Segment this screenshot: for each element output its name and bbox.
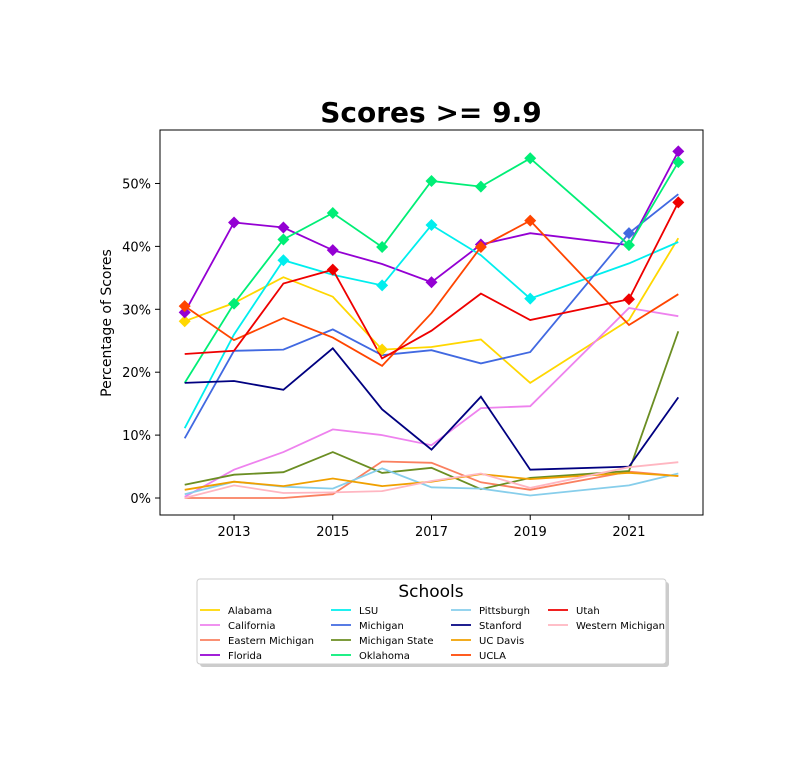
series-line-oklahoma — [183, 157, 680, 384]
legend-item-eastern-michigan: Eastern Michigan — [200, 636, 314, 647]
data-point-utah — [672, 196, 685, 209]
data-point-lsu — [277, 254, 290, 267]
x-tick-label: 2021 — [612, 525, 645, 540]
legend-label: Utah — [576, 606, 600, 617]
data-point-oklahoma — [326, 207, 339, 220]
data-point-oklahoma — [474, 180, 487, 193]
data-point-ucla — [178, 300, 191, 313]
legend-label: LSU — [359, 606, 378, 617]
legend-label: Michigan State — [359, 636, 433, 647]
y-tick-label: 20% — [122, 366, 151, 381]
chart-title: Scores >= 9.9 — [320, 96, 541, 129]
series-line-michigan — [183, 193, 679, 439]
legend-item-utah: Utah — [548, 606, 600, 617]
legend-title: Schools — [398, 582, 463, 602]
legend-label: Alabama — [228, 606, 272, 617]
legend-item-florida: Florida — [200, 651, 262, 662]
legend-item-uc-davis: UC Davis — [451, 636, 524, 647]
data-point-utah — [622, 293, 635, 306]
series-line-western-michigan — [184, 461, 679, 499]
series-line-michigan-state — [184, 331, 680, 491]
legend-label: Eastern Michigan — [228, 636, 314, 647]
data-point-lsu — [524, 292, 537, 305]
data-point-florida — [277, 221, 290, 234]
data-point-oklahoma — [277, 233, 290, 246]
y-tick-label: 30% — [122, 303, 151, 318]
legend-item-ucla: UCLA — [451, 651, 506, 662]
y-axis-label: Percentage of Scores — [99, 249, 115, 397]
x-tick-label: 2015 — [316, 525, 349, 540]
data-point-oklahoma — [622, 239, 635, 252]
legend-label: California — [228, 621, 276, 632]
data-point-florida — [228, 216, 241, 229]
series-line-alabama — [184, 237, 680, 385]
data-point-lsu — [425, 218, 438, 231]
legend-item-western-michigan: Western Michigan — [548, 621, 665, 632]
legend-label: Pittsburgh — [479, 606, 530, 617]
legend-label: Stanford — [479, 621, 522, 632]
data-point-oklahoma — [425, 174, 438, 187]
data-point-oklahoma — [228, 297, 241, 310]
data-point-alabama — [376, 343, 389, 356]
data-point-florida — [326, 244, 339, 257]
series-line-california — [184, 307, 679, 498]
legend-label: UC Davis — [479, 636, 524, 647]
data-point-florida — [178, 306, 191, 319]
data-point-utah — [326, 263, 339, 276]
legend-label: UCLA — [479, 651, 506, 662]
legend-item-oklahoma: Oklahoma — [331, 651, 410, 662]
series-line-ucla — [184, 219, 679, 368]
legend-item-michigan-state: Michigan State — [331, 636, 433, 647]
data-point-alabama — [178, 315, 191, 328]
y-tick-label: 10% — [122, 429, 151, 444]
legend-item-lsu: LSU — [331, 606, 378, 617]
legend: Schools Alabama California Eastern Michiga… — [196, 578, 669, 667]
data-point-ucla — [474, 241, 487, 254]
data-point-florida — [672, 145, 685, 158]
y-tick-label: 50% — [122, 177, 151, 192]
data-point-michigan — [622, 227, 635, 240]
legend-item-pittsburgh: Pittsburgh — [451, 606, 530, 617]
data-point-oklahoma — [672, 156, 685, 169]
x-tick-label: 2017 — [415, 525, 448, 540]
legend-item-michigan: Michigan — [331, 621, 404, 632]
x-tick-label: 2019 — [514, 525, 547, 540]
legend-item-stanford: Stanford — [451, 621, 522, 632]
legend-item-california: California — [200, 621, 276, 632]
data-point-oklahoma — [376, 241, 389, 254]
y-tick-label: 0% — [130, 492, 151, 507]
y-tick-label: 40% — [122, 240, 151, 255]
data-point-oklahoma — [524, 152, 537, 165]
series-line-utah — [184, 201, 680, 360]
series-line-florida — [183, 150, 680, 313]
data-point-lsu — [376, 279, 389, 292]
data-point-ucla — [524, 214, 537, 227]
x-tick-label: 2013 — [217, 525, 250, 540]
series-line-uc-davis — [184, 471, 679, 491]
data-point-florida — [425, 276, 438, 289]
legend-label: Oklahoma — [359, 651, 410, 662]
series-line-lsu — [183, 223, 679, 429]
legend-item-alabama: Alabama — [200, 606, 272, 617]
series-line-eastern-michigan — [184, 460, 679, 499]
legend-label: Florida — [228, 651, 262, 662]
y-axis: 0% 10% 20% 30% 40% 50% — [122, 177, 160, 507]
x-axis: 2013 2015 2017 2019 2021 — [217, 515, 646, 540]
plot-area — [178, 145, 685, 499]
legend-label: Western Michigan — [576, 621, 665, 632]
legend-label: Michigan — [359, 621, 404, 632]
series-line-stanford — [184, 347, 680, 471]
